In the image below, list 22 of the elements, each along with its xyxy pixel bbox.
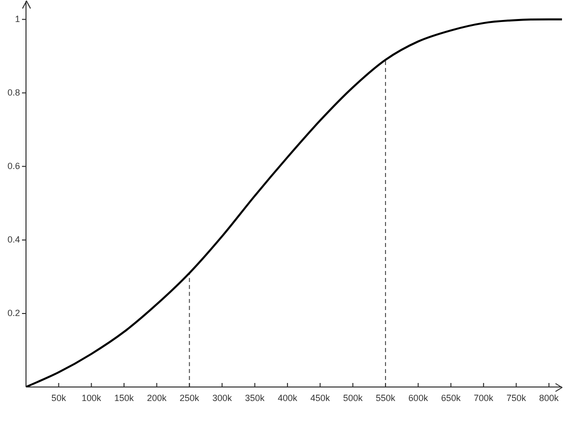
y-tick-label: 0.6 [7,160,20,171]
x-tick-label: 750k [506,392,526,403]
y-tick-label: 0.2 [7,308,20,318]
y-tick-label: 1 [14,14,20,24]
y-tick-label: 0.4 [7,234,20,244]
x-tick-label: 700k [474,392,494,403]
x-tick-label: 600k [408,392,428,403]
line-series [26,18,562,387]
x-tick-label: 400k [278,392,298,403]
x-tick-label: 100k [82,392,102,403]
x-tick-label: 350k [245,392,266,403]
x-tick-label: 50k [51,392,66,403]
x-tick-label: 250k [180,392,200,403]
x-tick-label: 800k [539,392,560,403]
x-tick-label: 300k [212,392,232,403]
x-tick-label: 650k [441,392,462,403]
x-tick-label: 150k [114,392,134,403]
x-tick-label: 550k [376,392,396,403]
x-tick-label: 200k [146,392,167,403]
y-tick-label: 0.8 [7,87,20,98]
x-tick-label: 450k [310,392,330,403]
x-tick-label: 500k [343,392,364,403]
